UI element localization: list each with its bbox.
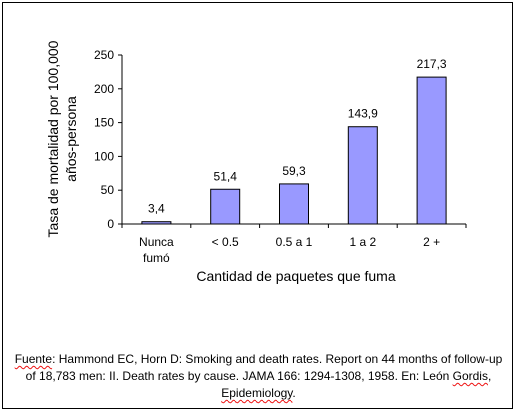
y-tick-label: 100 xyxy=(94,149,114,163)
bar xyxy=(347,126,378,225)
data-label: 51,4 xyxy=(214,169,238,183)
figure-frame xyxy=(2,2,513,409)
x-tick-label: 2 + xyxy=(423,235,440,249)
y-tick-label: 0 xyxy=(107,217,114,231)
source-citation: Fuente: Hammond EC, Horn D: Smoking and … xyxy=(14,352,503,400)
y-tick-label: 50 xyxy=(101,183,115,197)
data-label: 59,3 xyxy=(282,164,306,178)
x-tick-label: fumó xyxy=(143,251,170,265)
y-tick-label: 200 xyxy=(94,82,114,96)
x-tick-label: Nunca xyxy=(139,235,174,249)
y-tick-label: 250 xyxy=(94,48,114,62)
x-tick-label: 1 a 2 xyxy=(349,235,376,249)
x-axis-title: Cantidad de paquetes que fuma xyxy=(196,268,395,284)
source-line2: of 18,783 men: II. Death rates by cause.… xyxy=(25,369,453,383)
y-tick-label: 150 xyxy=(94,116,114,130)
source-prefix: Fuente xyxy=(14,352,53,366)
y-axis-title: Tasa de mortalidad por 100,000 xyxy=(45,40,61,237)
data-label: 3,4 xyxy=(148,202,165,216)
bar xyxy=(279,183,309,225)
data-label: 143,9 xyxy=(348,107,378,121)
x-tick-label: < 0.5 xyxy=(212,235,239,249)
bar xyxy=(141,221,172,225)
data-label: 217,3 xyxy=(417,57,447,71)
x-tick-label: 0.5 a 1 xyxy=(276,235,313,249)
bar xyxy=(210,188,241,225)
source-line1: : Hammond EC, Horn D: Smoking and death … xyxy=(52,352,503,366)
y-axis-title: años-persona xyxy=(63,96,79,182)
source-author: Gordis xyxy=(452,369,488,383)
source-book: Epidemiology xyxy=(221,386,293,400)
bar xyxy=(416,76,447,225)
